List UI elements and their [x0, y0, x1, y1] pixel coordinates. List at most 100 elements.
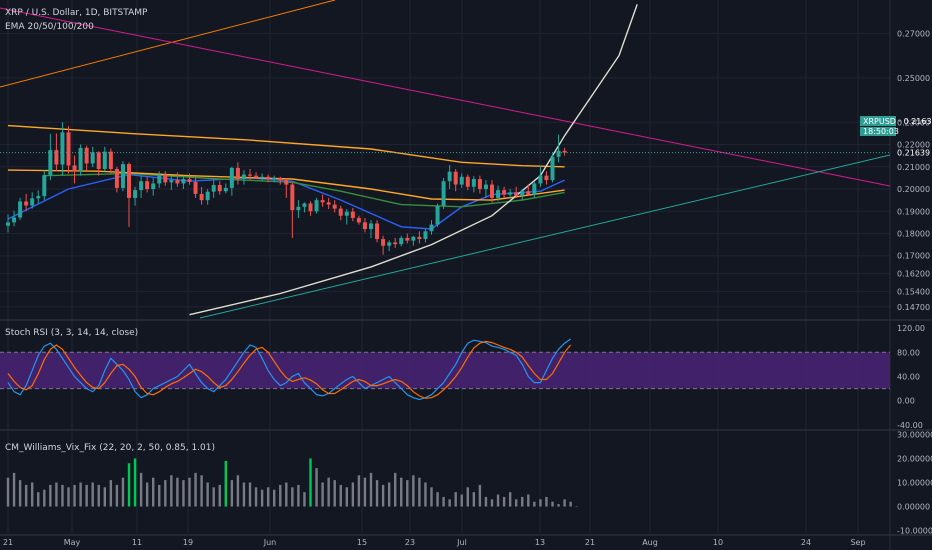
vix-bar — [357, 475, 361, 507]
candle-body — [266, 176, 271, 180]
vix-bar — [387, 482, 391, 507]
candle-body — [30, 198, 35, 206]
vix-bar — [115, 484, 119, 507]
candle-body — [175, 180, 180, 184]
vix-bar — [472, 492, 476, 507]
stoch-rsi-pane[interactable] — [0, 338, 890, 401]
x-tick-label: 21 — [3, 538, 13, 547]
vix-bar — [369, 472, 373, 507]
vix-bar — [230, 480, 234, 507]
vix-bar — [254, 487, 258, 507]
candle-body — [338, 208, 343, 216]
candle-body — [120, 164, 125, 188]
candle-body — [205, 191, 210, 201]
candle-body — [18, 201, 23, 218]
x-tick-label: Sep — [850, 538, 865, 547]
candle-body — [254, 175, 259, 178]
candle-body — [78, 147, 83, 172]
vix-bar — [400, 477, 403, 507]
vix-bar — [145, 482, 149, 507]
candle-body — [381, 239, 386, 246]
vix-bar — [79, 482, 82, 507]
candle-body — [42, 175, 47, 197]
vix-bar — [152, 477, 155, 507]
vix-bar — [442, 496, 445, 507]
candle-body — [66, 132, 71, 166]
candle-body — [302, 203, 307, 207]
candle-body — [308, 203, 313, 212]
vix-fix-pane[interactable] — [6, 458, 578, 508]
vix-bar — [406, 480, 409, 507]
candle-body — [556, 150, 561, 157]
candle-body — [223, 187, 228, 192]
candle-body — [423, 231, 428, 240]
vix-bar — [575, 506, 578, 508]
candle-body — [538, 175, 543, 184]
candle-body — [114, 169, 119, 188]
candle-body — [48, 150, 53, 176]
ema-line — [7, 169, 565, 201]
vix-y-tick-label: 20.00000 — [897, 454, 932, 463]
candle-body — [514, 192, 519, 196]
vix-bar — [61, 484, 64, 507]
candle-body — [169, 180, 174, 183]
x-tick-label: 23 — [405, 538, 415, 547]
stoch-line — [7, 340, 572, 399]
vix-bar — [315, 468, 318, 507]
vix-bar — [109, 480, 113, 507]
vix-bar — [412, 475, 415, 507]
ema-line — [7, 124, 565, 168]
candle-body — [229, 167, 234, 188]
x-tick-label: 11 — [132, 538, 142, 547]
vix-bar — [182, 480, 185, 507]
price-tag-countdown-box — [860, 127, 896, 136]
vix-bar — [291, 487, 294, 507]
vix-bar — [297, 484, 300, 507]
candle-body — [241, 174, 246, 180]
price-pane[interactable] — [0, 0, 891, 319]
vix-bar — [327, 477, 330, 507]
candle-body — [187, 179, 192, 182]
vix-bar — [97, 484, 100, 507]
candle-body — [362, 222, 367, 230]
vix-bar — [206, 482, 209, 507]
candle-body — [102, 151, 107, 170]
x-tick-label: 13 — [535, 538, 545, 547]
x-tick-label: 10 — [713, 538, 723, 547]
x-tick-label: 21 — [585, 538, 595, 547]
candle-body — [417, 236, 422, 240]
candle-body — [6, 222, 10, 226]
vix-bar — [6, 477, 10, 507]
candle-body — [356, 217, 361, 223]
price-tag-symbol: XRPUSD · 0.21639 — [863, 117, 932, 126]
vix-bar — [381, 484, 385, 507]
ema-legend: EMA 20/50/100/200 — [5, 22, 94, 32]
x-tick-label: 15 — [357, 538, 367, 547]
vix-bar — [176, 477, 179, 507]
vix-bar — [339, 484, 342, 507]
vix-bar — [551, 501, 554, 507]
vix-bar — [515, 499, 518, 507]
candle-body — [199, 193, 204, 201]
candle-body — [54, 150, 59, 165]
vix-bar — [31, 482, 34, 507]
rising-trend-line — [0, 0, 336, 88]
vix-bar — [436, 492, 439, 507]
vix-bar — [103, 487, 106, 507]
candle-body — [490, 184, 494, 198]
vix-bar — [18, 480, 22, 507]
vix-bar — [55, 482, 58, 507]
price-tag-symbol-box — [860, 116, 896, 126]
candle-body — [550, 156, 555, 181]
stoch-rsi-legend: Stoch RSI (3, 3, 14, 14, close) — [5, 328, 138, 338]
x-tick-label: Jul — [456, 538, 467, 547]
last-price-value: 0.21639 — [897, 149, 930, 158]
vix-bar — [563, 499, 566, 507]
axis-layer: 21 May 11 19 Jun 15 23 Jul 13 21 Aug 10 24 Sep 0.27000… — [3, 29, 932, 547]
vix-bar — [321, 482, 324, 507]
x-tick-label: May — [64, 538, 81, 547]
vix-bar — [363, 477, 367, 507]
